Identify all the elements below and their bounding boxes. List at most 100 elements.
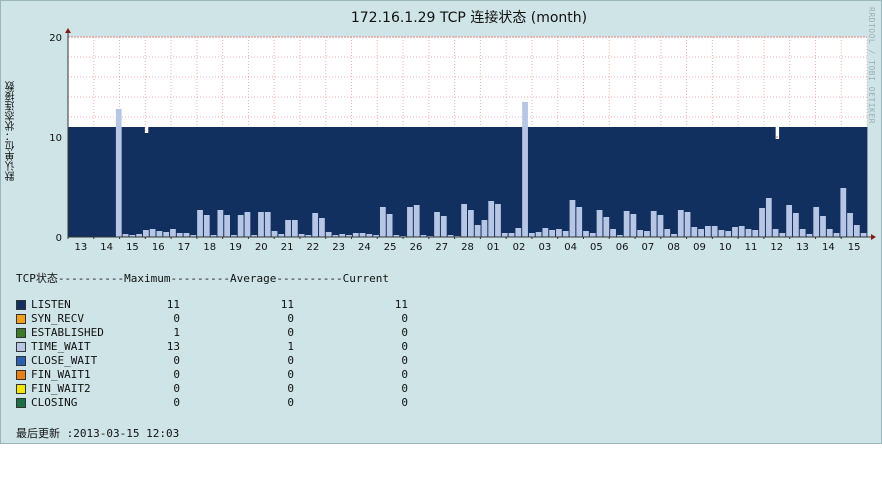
x-tick-label: 10 <box>719 242 732 253</box>
bar-time-wait <box>326 232 332 237</box>
bar-listen <box>179 127 183 237</box>
bar-time-wait <box>312 213 318 237</box>
bar-listen <box>504 127 508 237</box>
legend-swatch-time-wait <box>16 342 26 352</box>
bar-listen <box>592 127 596 237</box>
legend-swatch-listen <box>16 300 26 310</box>
bar-listen <box>557 127 561 237</box>
bar-listen <box>473 127 477 237</box>
legend-name: LISTEN <box>31 298 71 311</box>
bar-time-wait <box>170 229 176 237</box>
bar-listen <box>779 127 783 237</box>
bar-time-wait <box>712 226 718 237</box>
bar-listen <box>278 127 282 237</box>
bar-time-wait <box>529 233 535 237</box>
x-tick-label: 15 <box>126 242 139 253</box>
bar-listen <box>588 127 592 237</box>
bar-listen <box>806 127 810 237</box>
bar-listen <box>615 127 619 237</box>
legend-row-established: ESTABLISHED 1 0 0 <box>16 326 43 339</box>
bar-listen <box>710 127 714 237</box>
bar-time-wait <box>678 210 684 237</box>
legend-cur: 0 <box>336 354 408 367</box>
legend-max: 1 <box>116 326 180 339</box>
bar-time-wait <box>542 228 548 237</box>
bar-time-wait <box>272 231 278 237</box>
bar-time-wait <box>549 230 555 237</box>
x-tick-label: 12 <box>770 242 783 253</box>
legend-name: CLOSE_WAIT <box>31 354 97 367</box>
bar-listen <box>446 127 450 237</box>
bar-time-wait <box>827 229 833 237</box>
bar-listen <box>164 127 168 237</box>
bar-listen <box>424 127 428 237</box>
bar-time-wait <box>834 233 840 237</box>
bar-listen <box>328 127 332 237</box>
bar-time-wait <box>590 233 596 237</box>
bar-listen <box>565 127 569 237</box>
bar-listen <box>450 127 454 237</box>
legend-swatch-fin-wait1 <box>16 370 26 380</box>
bar-listen <box>546 127 550 237</box>
bar-time-wait <box>407 207 413 237</box>
bar-time-wait <box>292 220 298 237</box>
bar-time-wait <box>238 215 244 237</box>
bar-time-wait <box>610 229 616 237</box>
bar-time-wait <box>475 225 481 237</box>
x-tick-label: 21 <box>281 242 294 253</box>
bar-listen <box>752 127 756 237</box>
bar-time-wait <box>800 229 806 237</box>
bar-time-wait <box>840 188 846 237</box>
bar-listen <box>771 127 775 237</box>
bar-listen <box>252 127 256 237</box>
bar-time-wait <box>441 216 447 237</box>
x-tick-label: 13 <box>796 242 809 253</box>
bar-listen <box>133 127 137 237</box>
legend-name: CLOSING <box>31 396 77 409</box>
bar-listen <box>141 127 145 237</box>
bar-listen <box>83 127 87 237</box>
bar-listen <box>706 127 710 237</box>
bar-listen <box>297 127 301 237</box>
bar-listen <box>668 127 672 237</box>
bar-listen <box>213 127 217 237</box>
legend-swatch-closing <box>16 398 26 408</box>
bar-listen <box>171 127 175 237</box>
bar-listen <box>137 127 141 237</box>
bar-listen <box>152 127 156 237</box>
bar-time-wait <box>637 230 643 237</box>
y-tick-label: 20 <box>49 33 62 44</box>
bar-listen <box>515 127 519 237</box>
bar-listen <box>664 127 668 237</box>
x-tick-label: 25 <box>384 242 397 253</box>
bar-listen <box>745 127 749 237</box>
bar-listen <box>351 127 355 237</box>
bar-listen <box>79 127 83 237</box>
bar-time-wait <box>461 204 467 237</box>
bar-listen <box>718 127 722 237</box>
bar-time-wait <box>752 230 758 237</box>
bar-listen <box>638 127 642 237</box>
legend-avg: 0 <box>216 396 294 409</box>
bar-listen <box>836 127 840 237</box>
legend-cur: 11 <box>336 298 408 311</box>
bar-listen <box>829 127 833 237</box>
bar-listen <box>336 127 340 237</box>
x-tick-label: 22 <box>306 242 319 253</box>
bar-time-wait <box>644 231 650 237</box>
legend-avg: 0 <box>216 326 294 339</box>
bar-listen <box>274 127 278 237</box>
bar-time-wait <box>820 216 826 237</box>
legend-cur: 0 <box>336 382 408 395</box>
bar-time-wait <box>157 231 163 237</box>
bar-listen <box>156 127 160 237</box>
bar-listen <box>726 127 730 237</box>
bar-listen <box>859 127 863 237</box>
legend-name: FIN_WAIT1 <box>31 368 91 381</box>
x-tick-label: 11 <box>745 242 758 253</box>
bar-listen <box>359 127 363 237</box>
bar-time-wait <box>224 215 230 237</box>
bar-time-wait <box>773 229 779 237</box>
bar-time-wait <box>759 208 765 237</box>
bar-listen <box>775 139 779 237</box>
